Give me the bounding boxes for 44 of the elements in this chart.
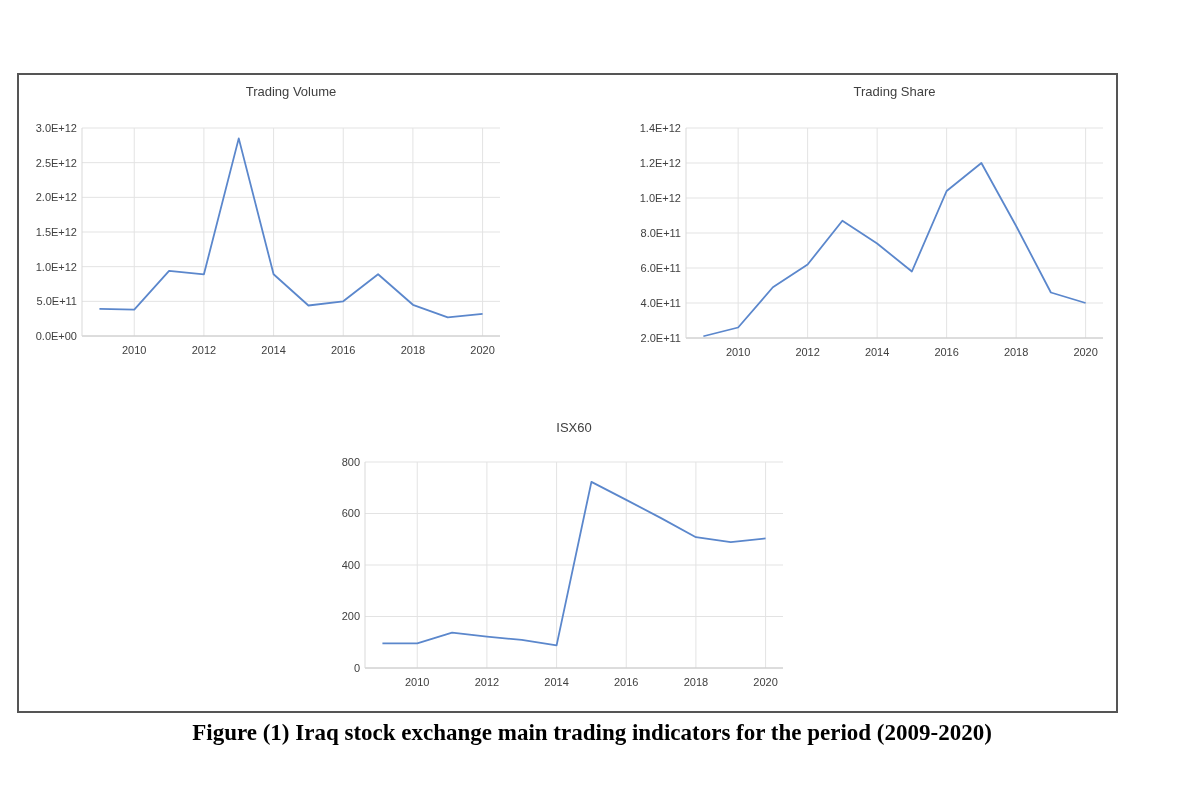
x-tick-label: 2016 [934, 346, 959, 358]
text: Figure (1) Iraq stock exchange main trading indicators for the period (2009-2020) [192, 720, 992, 745]
y-tick-label: 1.5E+12 [35, 225, 77, 238]
chart-title: ISX60 [556, 420, 592, 435]
y-tick-label: 1.0E+12 [639, 191, 681, 204]
x-tick-label: 2018 [400, 344, 426, 356]
x-tick-label: 2010 [405, 676, 430, 688]
x-tick-label: 2012 [474, 676, 500, 688]
y-tick-label: 0.0E+00 [35, 329, 77, 342]
x-tick-label: 2018 [683, 676, 709, 688]
x-tick-label: 2016 [331, 344, 356, 356]
y-tick-label: 2.0E+11 [640, 331, 681, 344]
x-tick-label: 2014 [864, 346, 890, 358]
y-tick-label: 2.0E+12 [35, 191, 77, 204]
chart-title: Trading Share [853, 84, 936, 99]
x-tick-label: 2014 [544, 676, 569, 688]
x-tick-label: 2010 [122, 344, 147, 356]
x-tick-label: 2014 [261, 344, 286, 356]
y-tick-label: 8.0E+11 [640, 226, 681, 239]
x-tick-label: 2018 [1003, 346, 1029, 358]
x-tick-label: 2020 [1073, 346, 1098, 358]
y-tick-label: 1.2E+12 [639, 156, 681, 169]
y-tick-label: 2.5E+12 [35, 156, 77, 169]
x-tick-label: 2020 [753, 676, 778, 688]
y-tick-label: 4.0E+11 [640, 296, 681, 309]
line-series [381, 480, 767, 647]
chart-title: Trading Volume [245, 84, 337, 99]
x-tick-label: 2016 [614, 676, 639, 688]
y-tick-label: 1.4E+12 [639, 121, 681, 134]
y-tick-label: 3.0E+12 [35, 121, 77, 134]
line-series [98, 137, 484, 319]
y-tick-label: 200 [341, 610, 360, 623]
y-tick-label: 600 [341, 507, 360, 520]
y-tick-label: 6.0E+11 [640, 261, 681, 274]
x-tick-label: 2010 [725, 346, 751, 358]
x-tick-label: 2012 [191, 344, 217, 356]
y-tick-label: 800 [341, 455, 360, 468]
x-tick-label: 2020 [470, 344, 495, 356]
y-tick-label: 400 [341, 558, 360, 571]
x-tick-label: 2012 [795, 346, 820, 358]
y-tick-label: 1.0E+12 [35, 260, 77, 273]
y-tick-label: 0 [353, 661, 360, 674]
y-tick-label: 5.0E+11 [36, 295, 77, 308]
line-series [702, 162, 1087, 338]
